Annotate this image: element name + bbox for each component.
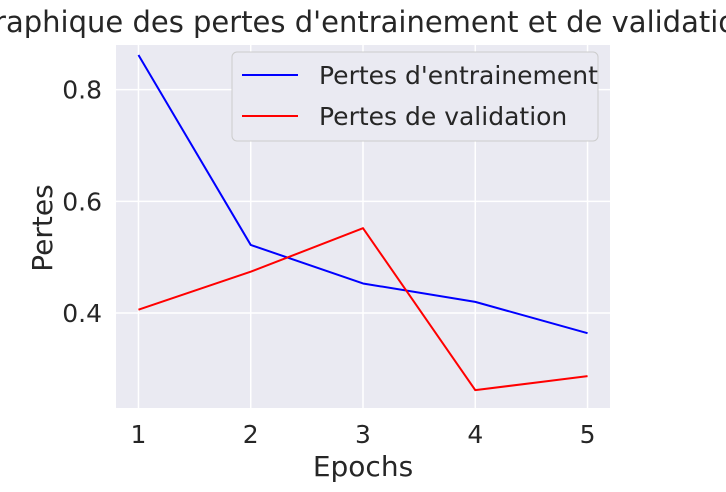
legend-box	[231, 51, 599, 142]
legend: Pertes d'entrainement Pertes de validati…	[231, 51, 599, 142]
x-tick-label: 5	[580, 420, 596, 449]
legend-label-training: Pertes d'entrainement	[319, 61, 598, 90]
y-axis-label: Pertes	[26, 184, 59, 271]
x-tick-labels: 1 2 3 4 5	[131, 420, 596, 449]
x-axis-label: Epochs	[313, 450, 413, 483]
legend-label-validation: Pertes de validation	[319, 102, 567, 131]
series-lines	[137, 54, 588, 392]
series-line-validation	[138, 227, 588, 392]
y-tick-label: 0.8	[62, 76, 102, 105]
x-tick-label: 3	[355, 420, 371, 449]
series-line-training	[137, 54, 588, 335]
chart-title: Graphique des pertes d'entrainement et d…	[0, 5, 726, 39]
y-tick-label: 0.6	[62, 187, 102, 216]
x-tick-label: 4	[467, 420, 483, 449]
y-tick-labels: 0.4 0.6 0.8	[62, 76, 102, 328]
y-tick-label: 0.4	[62, 299, 102, 328]
x-tick-label: 1	[131, 420, 147, 449]
x-tick-label: 2	[243, 420, 259, 449]
